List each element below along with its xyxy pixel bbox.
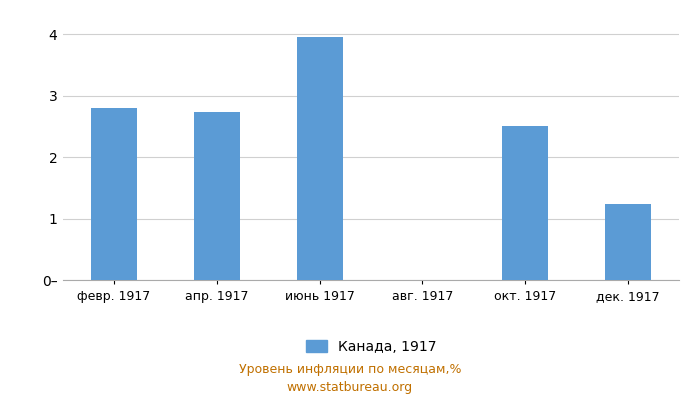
Bar <box>194 112 240 280</box>
Legend: Канада, 1917: Канада, 1917 <box>306 340 436 354</box>
Text: Уровень инфляции по месяцам,%: Уровень инфляции по месяцам,% <box>239 364 461 376</box>
Bar <box>91 108 137 280</box>
Text: www.statbureau.org: www.statbureau.org <box>287 382 413 394</box>
Bar <box>605 204 651 280</box>
Bar <box>297 38 343 280</box>
Bar <box>502 126 548 280</box>
